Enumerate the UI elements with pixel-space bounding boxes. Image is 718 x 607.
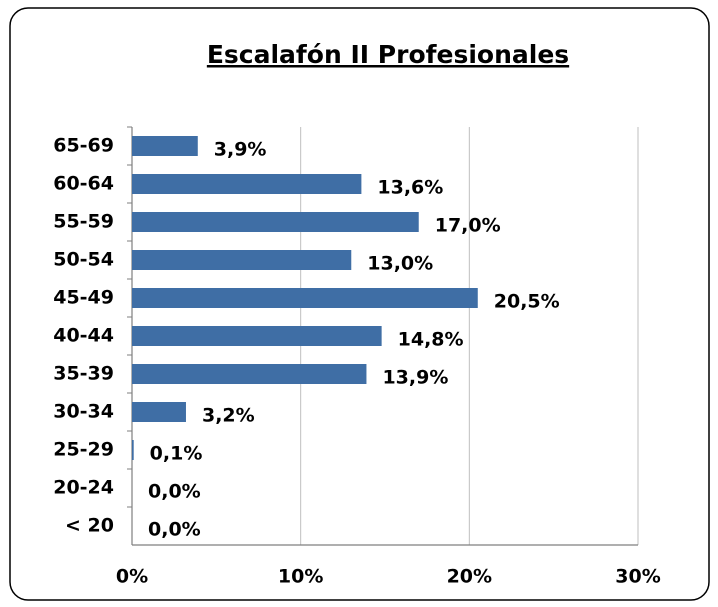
bar <box>132 212 419 232</box>
data-label: 14,8% <box>398 329 464 351</box>
data-label: 20,5% <box>494 291 560 313</box>
x-tick-label: 20% <box>447 566 492 588</box>
bar <box>132 288 478 308</box>
data-label: 13,6% <box>377 177 443 199</box>
bar <box>132 136 198 156</box>
bar <box>132 402 186 422</box>
data-label: 0,0% <box>148 519 201 541</box>
y-tick-label: < 20 <box>65 515 114 537</box>
data-label: 13,0% <box>367 253 433 275</box>
bar <box>132 326 382 346</box>
y-tick-label: 45-49 <box>53 287 114 309</box>
y-tick-label: 25-29 <box>53 439 114 461</box>
y-tick-label: 30-34 <box>53 401 114 423</box>
data-label: 13,9% <box>382 367 448 389</box>
y-tick-label: 55-59 <box>53 211 114 233</box>
data-label: 3,9% <box>214 139 267 161</box>
x-tick-label: 10% <box>278 566 323 588</box>
y-tick-label: 20-24 <box>53 477 114 499</box>
y-tick-label: 50-54 <box>53 249 114 271</box>
y-tick-label: 35-39 <box>53 363 114 385</box>
x-tick-label: 0% <box>116 566 148 588</box>
bar <box>132 250 352 270</box>
chart-title: Escalafón II Profesionales <box>207 40 569 69</box>
y-tick-label: 60-64 <box>53 173 114 195</box>
data-label: 0,0% <box>148 481 201 503</box>
x-tick-label: 30% <box>615 566 660 588</box>
data-label: 17,0% <box>435 215 501 237</box>
y-tick-label: 65-69 <box>53 135 114 157</box>
bar <box>132 364 367 384</box>
y-tick-label: 40-44 <box>53 325 114 347</box>
bar <box>132 440 134 460</box>
data-label: 0,1% <box>150 443 203 465</box>
data-label: 3,2% <box>202 405 255 427</box>
bar <box>132 174 362 194</box>
